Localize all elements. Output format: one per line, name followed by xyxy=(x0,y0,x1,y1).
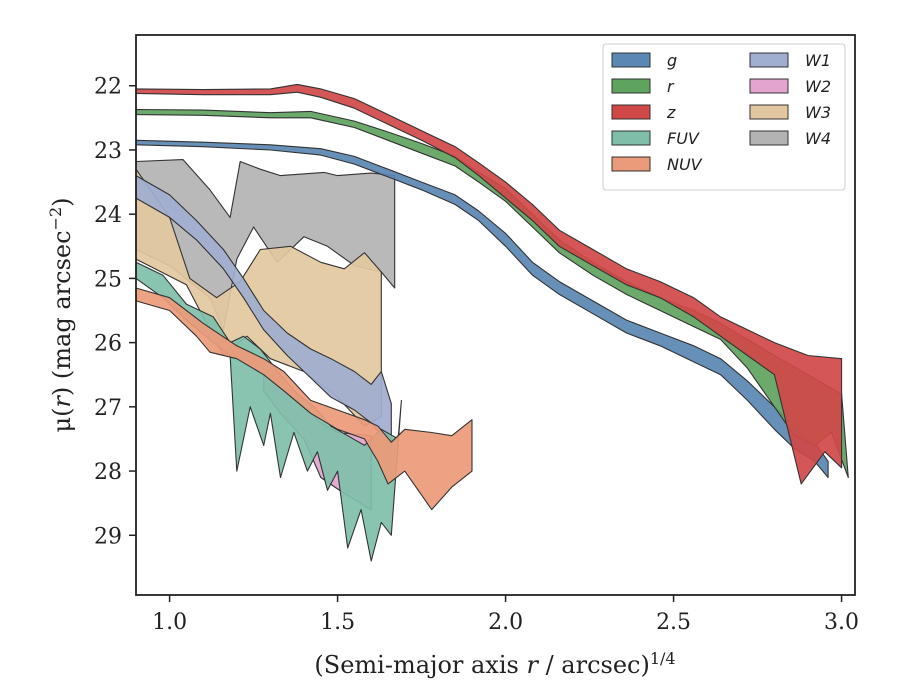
series-band-fuv xyxy=(135,261,402,562)
y-tick-label: 27 xyxy=(94,396,122,421)
x-tick-label: 1.5 xyxy=(320,610,355,635)
legend-swatch-w2 xyxy=(749,78,789,94)
legend-label-z: z xyxy=(666,103,676,122)
y-tick-label: 25 xyxy=(94,267,122,292)
series-band-z xyxy=(135,83,843,485)
legend-swatch-z xyxy=(611,104,651,120)
y-tick-label: 24 xyxy=(94,203,122,228)
legend-swatch-w4 xyxy=(749,130,789,146)
legend-label-nuv: NUV xyxy=(667,155,703,174)
x-tick-label: 1.0 xyxy=(152,610,187,635)
ticks-layer: 1.0 1.5 2.0 2.5 3.0 22 23 24 25 26 27 28 29 xyxy=(94,75,859,635)
x-tick-label: 2.5 xyxy=(656,610,691,635)
legend-label-fuv: FUV xyxy=(667,129,700,148)
legend-label-g: g xyxy=(667,51,677,70)
x-axis-label: (Semi-major axis r / arcsec)1/4 xyxy=(314,649,675,680)
series-band-nuv xyxy=(135,287,473,511)
x-tick-label: 3.0 xyxy=(824,610,859,635)
legend-swatch-r xyxy=(611,78,651,94)
y-axis-label: μ(r) (mag arcsec−2) xyxy=(46,197,77,432)
legend: grz FUV NUV W1 W2 W3 W4 xyxy=(602,43,846,191)
x-tick-label: 2.0 xyxy=(488,610,523,635)
y-tick-label: 22 xyxy=(94,75,122,100)
legend-label-w2: W2 xyxy=(805,77,831,96)
legend-swatch-fuv xyxy=(611,130,651,146)
y-tick-label: 29 xyxy=(94,524,122,549)
series-band-g xyxy=(135,139,829,479)
legend-label-w1: W1 xyxy=(805,51,831,70)
legend-swatch-nuv xyxy=(611,156,651,172)
y-tick-label: 26 xyxy=(94,332,122,357)
legend-swatch-w3 xyxy=(749,104,789,120)
y-tick-label: 28 xyxy=(94,460,122,485)
y-tick-label: 23 xyxy=(94,139,122,164)
series-layer xyxy=(135,83,849,562)
legend-label-w3: W3 xyxy=(805,103,831,122)
legend-label-w4: W4 xyxy=(805,129,831,148)
legend-label-r: r xyxy=(667,77,675,96)
legend-swatch-g xyxy=(611,52,651,68)
legend-swatch-w1 xyxy=(749,52,789,68)
plot-frame xyxy=(135,34,856,596)
